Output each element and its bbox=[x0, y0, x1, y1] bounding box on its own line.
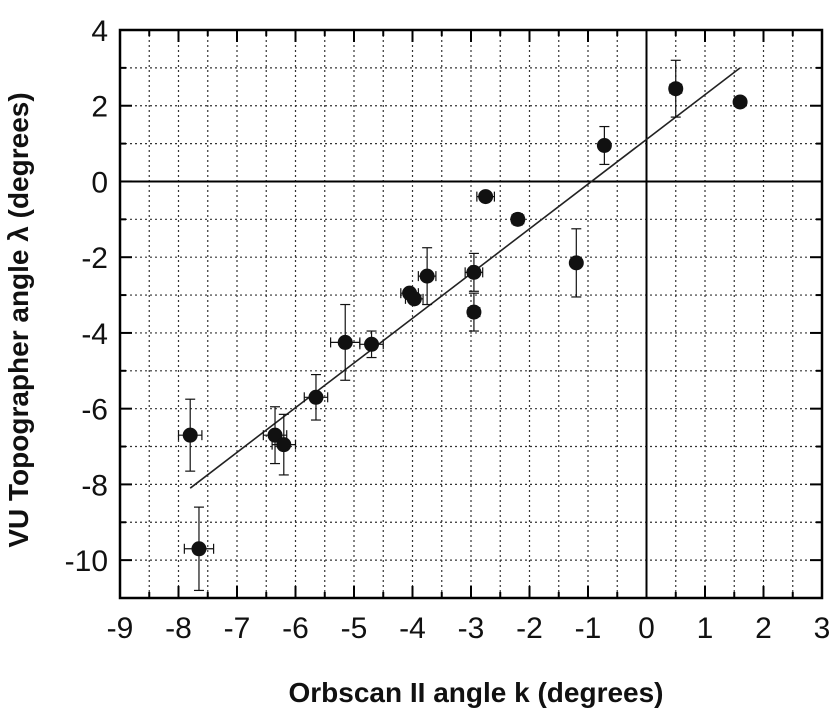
y-tick-label: 2 bbox=[91, 91, 108, 124]
axes bbox=[118, 28, 824, 600]
x-tick-label: 1 bbox=[697, 612, 714, 645]
y-tick-label: -6 bbox=[81, 394, 108, 427]
data-point bbox=[406, 291, 422, 307]
data-point bbox=[308, 389, 324, 405]
x-tick-label: -5 bbox=[341, 612, 368, 645]
x-tick-label: -7 bbox=[224, 612, 251, 645]
grid bbox=[120, 30, 822, 598]
data-point bbox=[568, 255, 584, 271]
data-point bbox=[337, 334, 353, 350]
data-point bbox=[596, 137, 612, 153]
x-tick-label: -1 bbox=[575, 612, 602, 645]
y-tick-label: 4 bbox=[91, 15, 108, 48]
error-bars bbox=[177, 59, 746, 592]
x-tick-label: -4 bbox=[399, 612, 426, 645]
x-tick-label: -6 bbox=[282, 612, 309, 645]
data-point bbox=[276, 437, 292, 453]
y-tick-label: -2 bbox=[81, 242, 108, 275]
x-tick-label: -9 bbox=[107, 612, 134, 645]
x-tick-label: 2 bbox=[755, 612, 772, 645]
y-tick-label: -4 bbox=[81, 318, 108, 351]
data-point bbox=[419, 268, 435, 284]
data-point bbox=[510, 211, 526, 227]
data-point bbox=[466, 264, 482, 280]
data-point bbox=[466, 304, 482, 320]
y-tick-label: -10 bbox=[65, 545, 108, 578]
data-points bbox=[182, 81, 748, 557]
y-tick-label: -8 bbox=[81, 469, 108, 502]
data-point bbox=[478, 189, 494, 205]
fit-line-group bbox=[189, 67, 741, 489]
x-tick-label: -8 bbox=[165, 612, 192, 645]
x-tick-label: 3 bbox=[814, 612, 831, 645]
data-point bbox=[364, 336, 380, 352]
data-point bbox=[182, 427, 198, 443]
data-point bbox=[732, 94, 748, 110]
y-axis-title: VU Topographer angle λ (degrees) bbox=[3, 92, 34, 547]
data-point bbox=[267, 427, 283, 443]
x-tick-label: -2 bbox=[516, 612, 543, 645]
data-point bbox=[668, 81, 684, 97]
x-tick-label: -3 bbox=[458, 612, 485, 645]
y-tick-label: 0 bbox=[91, 166, 108, 199]
data-point bbox=[191, 541, 207, 557]
x-axis-title: Orbscan II angle k (degrees) bbox=[288, 677, 663, 708]
regression-line bbox=[189, 67, 741, 489]
x-tick-label: 0 bbox=[638, 612, 655, 645]
